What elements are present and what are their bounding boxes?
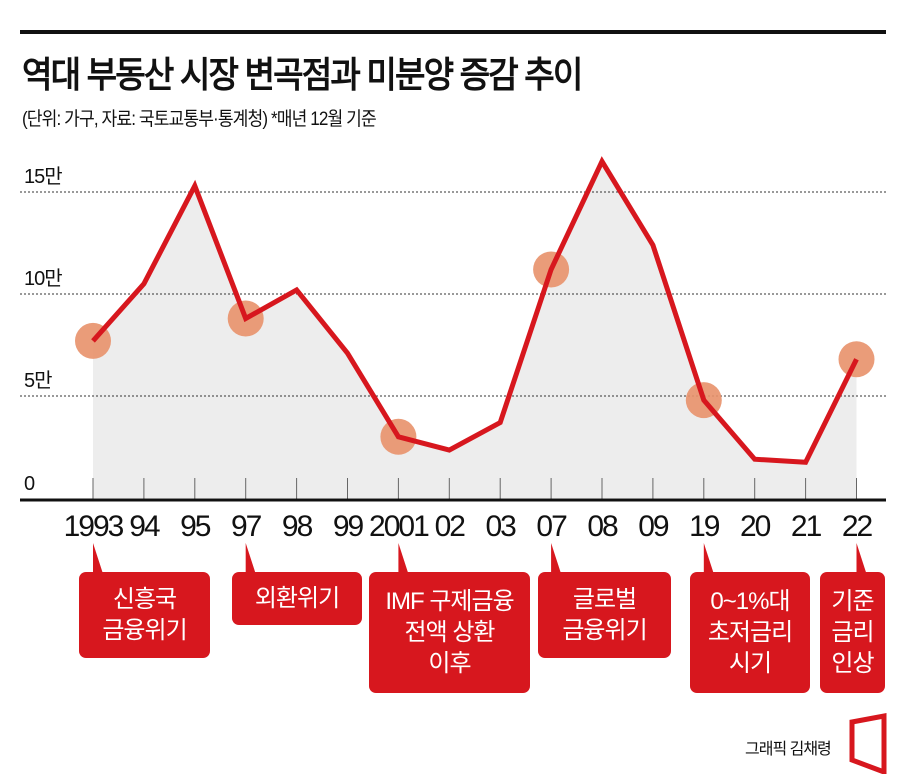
x-tick-label: 97	[231, 510, 262, 543]
x-tick-label: 03	[486, 510, 517, 543]
chart-title: 역대 부동산 시장 변곡점과 미분양 증감 추이	[22, 54, 583, 95]
x-tick-label: 08	[587, 510, 618, 543]
x-tick-label: 94	[129, 510, 160, 543]
annotation-pointer	[398, 543, 411, 580]
chart-subtitle: (단위: 가구, 자료: 국토교통부·통계청) *매년 12월 기준	[22, 109, 377, 130]
annotation-pointer	[551, 543, 564, 580]
graphic-credit: 그래픽 김채령	[745, 741, 832, 758]
y-tick-label: 5만	[24, 369, 52, 392]
annotation-box: 0~1%대 초저금리 시기	[690, 572, 810, 693]
x-tick-label: 22	[842, 510, 873, 543]
y-tick-label: 15만	[24, 165, 62, 188]
annotation-box: 글로벌 금융위기	[538, 572, 671, 658]
area-fill	[93, 161, 857, 498]
x-tick-label: 20	[740, 510, 771, 543]
x-tick-label: 09	[638, 510, 669, 543]
annotation-pointer	[245, 543, 258, 580]
annotation-pointer	[703, 543, 716, 580]
x-tick-label: 98	[282, 510, 313, 543]
x-tick-label: 19	[689, 510, 720, 543]
annotation-pointer	[856, 543, 869, 580]
x-tick-label: 1993	[64, 510, 124, 543]
x-tick-label: 21	[791, 510, 822, 543]
x-tick-label: 2001	[369, 510, 429, 543]
annotation-box: 외환위기	[232, 572, 362, 625]
annotation-box: 신흥국 금융위기	[79, 572, 210, 658]
x-tick-label: 02	[435, 510, 466, 543]
y-tick-label: 0	[24, 473, 35, 495]
x-tick-label: 95	[180, 510, 211, 543]
series-line	[91, 156, 859, 465]
x-tick-label: 07	[536, 510, 567, 543]
annotation-pointer	[93, 543, 105, 580]
x-tick-label: 99	[333, 510, 364, 543]
annotation-box: IMF 구제금융 전액 상환 이후	[369, 572, 530, 693]
y-tick-label: 10만	[24, 267, 62, 290]
annotation-box: 기준 금리 인상	[820, 572, 885, 693]
top-rule	[20, 30, 886, 34]
